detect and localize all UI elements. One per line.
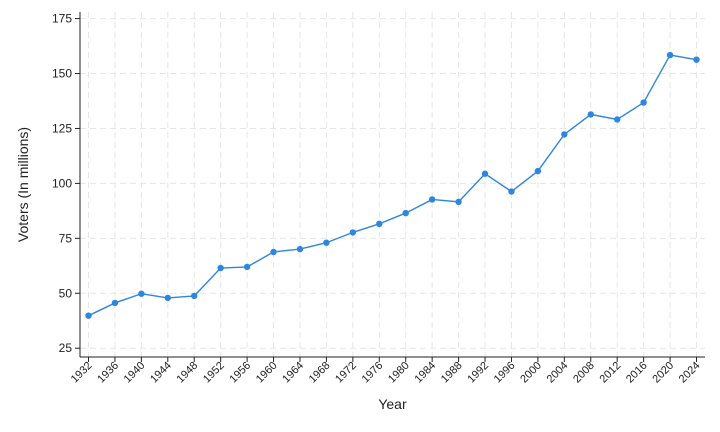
y-tick-label: 25 [59, 341, 73, 355]
data-point [138, 290, 145, 297]
x-axis-title: Year [378, 396, 407, 412]
x-tick-label: 1984 [412, 360, 438, 386]
x-tick-label: 2016 [624, 360, 650, 386]
x-tick-label: 2012 [598, 360, 624, 386]
x-tick-label: 1940 [122, 360, 148, 386]
x-tick-label: 1980 [386, 360, 412, 386]
series-line [88, 54, 697, 317]
y-tick-label: 175 [52, 12, 72, 26]
x-tick-label: 2020 [650, 360, 676, 386]
y-tick-label: 150 [52, 67, 72, 81]
x-tick-label: 1992 [465, 360, 491, 386]
x-tick-label: 1952 [201, 360, 227, 386]
data-point [428, 196, 436, 203]
data-point [587, 111, 594, 118]
y-axis-title: Voters (In millions) [15, 127, 31, 242]
x-tick-label: 1964 [280, 360, 306, 386]
data-point [217, 264, 224, 272]
data-point [164, 294, 172, 302]
x-tick-label: 2004 [545, 360, 571, 386]
data-point [376, 220, 383, 228]
data-point [296, 245, 304, 253]
x-tick-label: 1972 [333, 360, 359, 386]
x-tick-label: 1956 [227, 360, 253, 386]
data-point [666, 51, 674, 59]
data-point [270, 248, 277, 256]
x-tick-label: 2024 [677, 360, 703, 386]
x-tick-label: 1976 [360, 360, 386, 386]
x-tick-label: 2000 [518, 360, 544, 386]
data-point [481, 170, 489, 177]
data-point [534, 167, 542, 175]
x-tick-label: 1996 [492, 360, 518, 386]
y-tick-label: 100 [52, 176, 72, 190]
y-tick-label: 125 [52, 121, 72, 135]
x-tick-label: 1968 [307, 360, 333, 386]
x-tick-label: 1944 [148, 360, 174, 386]
x-tick-label: 1948 [175, 360, 201, 386]
data-point [693, 56, 700, 63]
data-point [455, 198, 462, 206]
data-point [561, 131, 568, 138]
data-point [508, 188, 515, 195]
data-point [402, 209, 409, 217]
x-tick-label: 2008 [571, 360, 597, 386]
data-point [323, 239, 330, 246]
data-point [349, 229, 357, 236]
y-tick-label: 75 [59, 231, 73, 245]
x-tick-label: 1960 [254, 360, 280, 386]
grid-layer [80, 12, 705, 357]
data-point [613, 116, 621, 123]
data-point [111, 299, 119, 307]
x-tick-label: 1932 [69, 360, 95, 386]
data-point [85, 312, 92, 319]
data-point [243, 263, 251, 271]
y-tick-label: 50 [59, 286, 73, 300]
data-layer [85, 51, 700, 319]
x-tick-label: 1936 [95, 360, 121, 386]
data-point [640, 99, 647, 106]
data-point [191, 292, 198, 300]
x-tick-label: 1988 [439, 360, 465, 386]
